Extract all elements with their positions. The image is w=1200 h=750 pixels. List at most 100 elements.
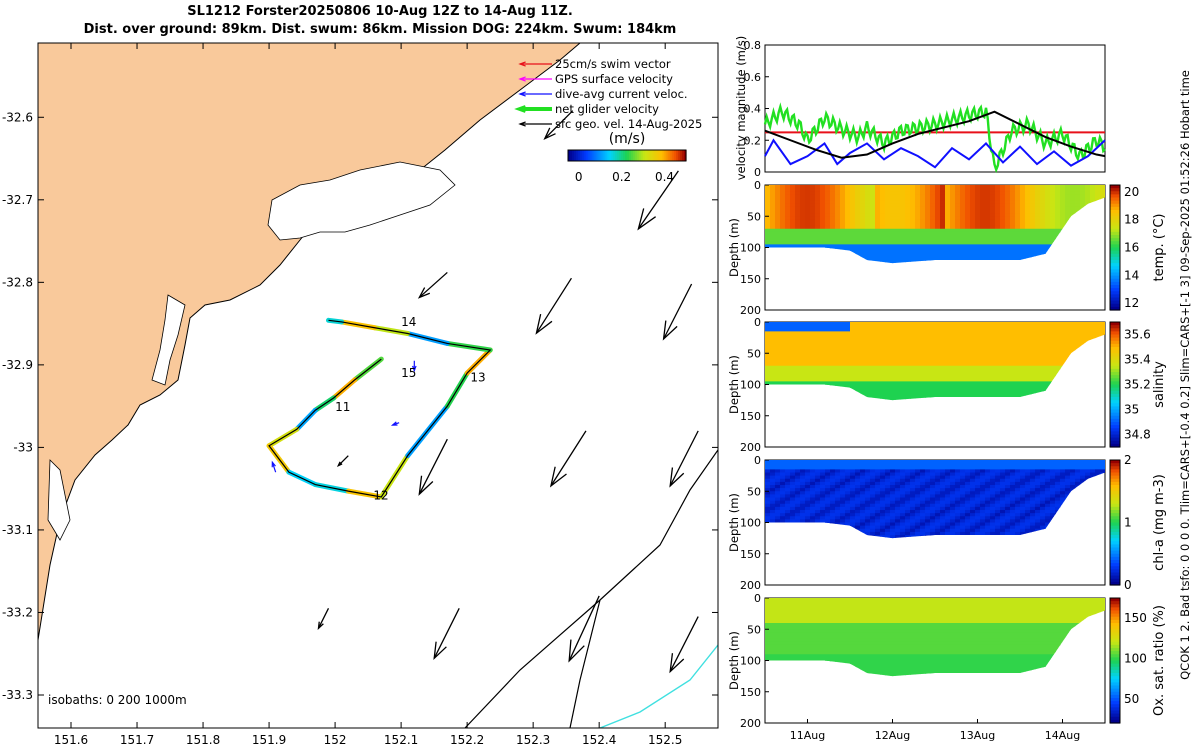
section-cell (880, 219, 886, 224)
section-cell (880, 460, 886, 464)
section-cell (860, 494, 866, 499)
section-cell (815, 378, 821, 383)
section-cell (865, 475, 871, 480)
section-cell (865, 393, 871, 398)
section-cell (840, 231, 846, 236)
section-cell (1055, 368, 1061, 373)
section-cell (875, 469, 881, 474)
section-cell (1025, 359, 1031, 364)
section-cell (1050, 197, 1056, 202)
section-cell (845, 188, 851, 192)
section-cell (810, 368, 816, 373)
section-cell (840, 331, 846, 336)
section-cell (775, 210, 781, 214)
section-cell (935, 210, 941, 214)
section-cell (995, 337, 1001, 342)
section-cell (820, 381, 826, 386)
section-cell (795, 497, 801, 502)
section-cell (845, 375, 851, 379)
section-cell (890, 334, 896, 339)
section-cell (860, 331, 866, 336)
section-cell (990, 375, 996, 379)
section-cell (945, 325, 951, 329)
colorbar-cell (664, 150, 667, 161)
section-cell (985, 231, 991, 236)
section-cell (820, 337, 826, 342)
section-cell (930, 194, 936, 199)
section-cell (790, 375, 796, 379)
section-cell (860, 488, 866, 492)
section-cell (800, 185, 806, 189)
section-cell (935, 350, 941, 354)
section-cell (915, 528, 921, 533)
section-cell (945, 368, 951, 373)
section-cell (1010, 378, 1016, 383)
section-cell (975, 381, 981, 386)
section-cell (900, 519, 906, 524)
map-lat-tick-label: -33.1 (2, 523, 33, 537)
section-cell (865, 328, 871, 333)
section-cell (830, 494, 836, 499)
section-cell (780, 381, 786, 386)
section-cell (920, 247, 926, 252)
section-cell (850, 203, 856, 208)
section-cell (895, 481, 901, 486)
section-cell (865, 256, 871, 261)
section-cell (965, 328, 971, 333)
section-cell (875, 194, 881, 199)
section-cell (965, 350, 971, 354)
section-cell (1055, 216, 1061, 221)
section-cell (890, 478, 896, 483)
section-cell (825, 343, 831, 348)
section-cell (770, 506, 776, 511)
section-cell (1005, 219, 1011, 224)
section-cell (925, 244, 931, 249)
section-cell (905, 197, 911, 202)
section-cell (780, 494, 786, 499)
section-cell (845, 368, 851, 373)
section-cell (895, 472, 901, 477)
section-cell (975, 185, 981, 189)
section-cell (985, 390, 991, 395)
section-cell (900, 222, 906, 227)
section-cell (935, 191, 941, 196)
section-cell (910, 350, 916, 354)
section-cell (950, 203, 956, 208)
section-cell (775, 328, 781, 333)
section-cell (875, 210, 881, 214)
section-cell (815, 322, 821, 326)
section-cell (935, 347, 941, 351)
section-cell (1015, 375, 1021, 379)
section-cell (865, 222, 871, 227)
section-cell (845, 519, 851, 524)
section-cell (910, 241, 916, 246)
section-cell (995, 362, 1001, 367)
section-cell (900, 393, 906, 398)
section-cell (1075, 334, 1081, 339)
section-cell (870, 460, 876, 464)
section-cell (840, 340, 846, 345)
section-cell (855, 365, 861, 370)
section-cell (905, 481, 911, 486)
section-cell (1030, 337, 1036, 342)
section-cell (1005, 200, 1011, 205)
section-cell (950, 359, 956, 364)
section-cell (895, 253, 901, 258)
section-cell (885, 478, 891, 483)
section-cell (810, 350, 816, 354)
section-cell (925, 200, 931, 205)
section-cell (825, 359, 831, 364)
section-cell (1015, 253, 1021, 258)
section-cbar-cell (1110, 191, 1120, 195)
section-cell (835, 460, 841, 464)
section-cell (870, 191, 876, 196)
section-cell (905, 247, 911, 252)
section-cell (765, 362, 771, 367)
section-cell (840, 203, 846, 208)
section-cell (905, 372, 911, 376)
section-cell (875, 191, 881, 196)
section-cell (810, 378, 816, 383)
section-cell (975, 250, 981, 255)
section-cell (855, 497, 861, 502)
section-cell (825, 494, 831, 499)
